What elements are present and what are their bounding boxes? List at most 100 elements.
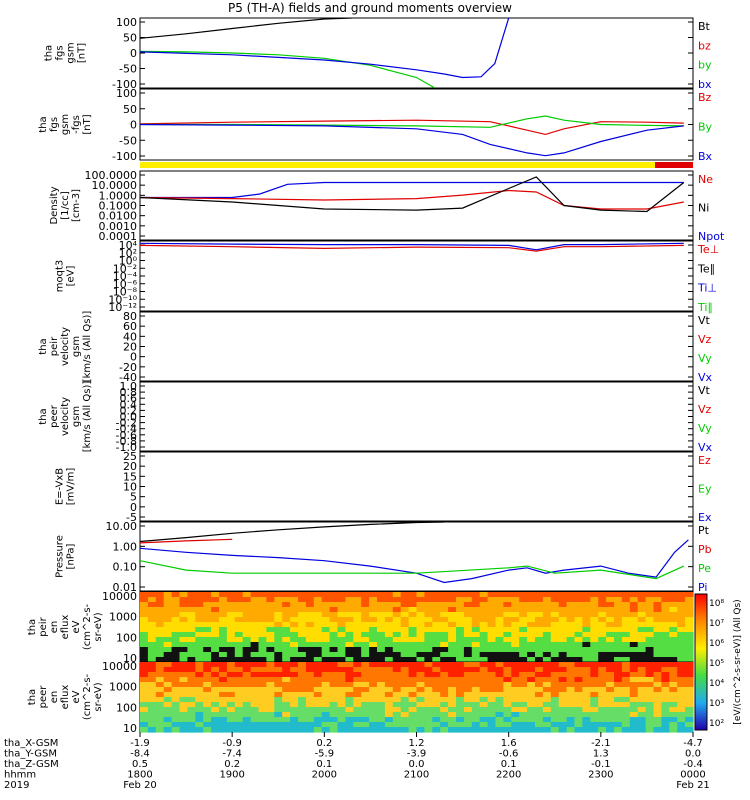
heatmap-cell <box>219 702 228 708</box>
heatmap-cell <box>685 612 694 618</box>
heatmap-cell <box>495 672 504 678</box>
heatmap-cell <box>542 647 552 653</box>
heatmap-cell <box>463 662 473 668</box>
heatmap-cell <box>550 712 560 718</box>
legend-ni: Ni <box>698 202 709 215</box>
heatmap-cell <box>479 727 489 733</box>
heatmap-cell <box>669 692 678 698</box>
heatmap-cell <box>250 607 260 613</box>
heatmap-cell <box>448 652 457 658</box>
heatmap-cell <box>574 702 583 708</box>
heatmap-cell <box>140 687 149 693</box>
heatmap-cell <box>211 722 220 728</box>
heatmap-cell <box>645 592 655 598</box>
heatmap-cell <box>211 662 220 668</box>
heatmap-cell <box>384 602 394 608</box>
heatmap-cell <box>234 647 244 653</box>
heatmap-cell <box>408 687 418 693</box>
heatmap-cell <box>211 672 220 678</box>
heatmap-cell <box>511 717 520 723</box>
heatmap-cell <box>519 652 528 658</box>
heatmap-cell <box>187 617 196 623</box>
heatmap-cell <box>392 672 402 678</box>
heatmap-cell <box>195 622 204 628</box>
heatmap-cell <box>195 682 204 688</box>
heatmap-cell <box>140 652 149 658</box>
heatmap-cell <box>171 617 181 623</box>
heatmap-cell <box>614 647 623 653</box>
heatmap-cell <box>574 682 583 688</box>
heatmap-cell <box>590 607 599 613</box>
heatmap-cell <box>424 602 433 608</box>
heatmap-cell <box>614 697 623 703</box>
heatmap-cell <box>179 707 188 713</box>
heatmap-cell <box>629 722 639 728</box>
y-axis-label: [cm-3] <box>71 189 82 222</box>
heatmap-cell <box>337 632 346 638</box>
heatmap-cell <box>574 727 583 733</box>
heatmap-cell <box>203 707 212 713</box>
series-ne <box>140 189 684 210</box>
heatmap-cell <box>242 657 252 663</box>
heatmap-cell <box>377 662 386 668</box>
heatmap-cell <box>219 637 228 643</box>
heatmap-cell <box>195 717 204 723</box>
y-axis-label: Pressure <box>55 535 66 578</box>
heatmap-cell <box>219 687 228 693</box>
heatmap-cell <box>566 672 576 678</box>
heatmap-cell <box>258 632 267 638</box>
heatmap-cell <box>574 592 583 598</box>
heatmap-cell <box>582 697 591 703</box>
heatmap-cell <box>179 727 188 733</box>
heatmap-cell <box>590 652 599 658</box>
heatmap-cell <box>669 612 678 618</box>
heatmap-cell <box>140 637 149 643</box>
heatmap-cell <box>408 702 418 708</box>
heatmap-10 <box>140 662 694 733</box>
heatmap-cell <box>606 657 615 663</box>
y-axis-label: tha <box>44 45 55 61</box>
heatmap-cell <box>298 722 307 728</box>
heatmap-cell <box>226 622 236 628</box>
heatmap-cell <box>274 677 283 683</box>
panel-3: 100.000010.00001.00000.10000.01000.00100… <box>49 169 725 243</box>
heatmap-cell <box>274 602 283 608</box>
heatmap-cell <box>685 597 694 603</box>
heatmap-cell <box>416 707 425 713</box>
heatmap-cell <box>163 707 173 713</box>
heatmap-cell <box>479 682 489 688</box>
heatmap-cell <box>527 662 536 668</box>
heatmap-cell <box>598 662 607 668</box>
heatmap-cell <box>432 592 441 598</box>
legend-bx: Bx <box>698 150 713 163</box>
y-tick-label: 10⁰ <box>119 255 138 268</box>
heatmap-cell <box>511 702 520 708</box>
heatmap-cell <box>535 672 544 678</box>
heatmap-cell <box>550 697 560 703</box>
heatmap-cell <box>645 717 655 723</box>
heatmap-cell <box>258 667 267 673</box>
heatmap-cell <box>377 607 386 613</box>
heatmap-cell <box>621 722 631 728</box>
heatmap-cell <box>384 652 394 658</box>
heatmap-cell <box>313 597 323 603</box>
heatmap-cell <box>219 622 228 628</box>
heatmap-cell <box>448 677 457 683</box>
heatmap-cell <box>535 692 544 698</box>
heatmap-cell <box>305 597 315 603</box>
heatmap-cell <box>637 662 647 668</box>
heatmap-cell <box>527 617 536 623</box>
heatmap-cell <box>503 667 512 673</box>
heatmap-cell <box>495 687 504 693</box>
heatmap-cell <box>211 677 220 683</box>
heatmap-cell <box>535 597 544 603</box>
heatmap-cell <box>677 722 686 728</box>
heatmap-cell <box>463 702 473 708</box>
heatmap-cell <box>400 602 410 608</box>
heatmap-cell <box>140 602 149 608</box>
heatmap-cell <box>685 637 694 643</box>
heatmap-cell <box>606 597 615 603</box>
heatmap-cell <box>479 717 489 723</box>
heatmap-cell <box>685 662 694 668</box>
